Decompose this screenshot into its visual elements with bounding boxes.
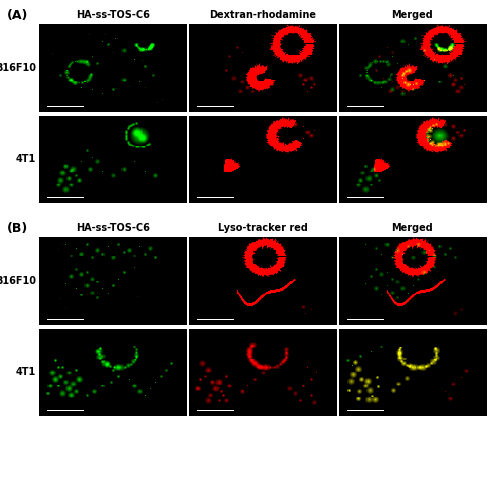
Text: Dextran-rhodamine: Dextran-rhodamine	[209, 10, 316, 20]
Text: B16F10: B16F10	[0, 276, 36, 286]
Text: 4T1: 4T1	[16, 154, 36, 164]
Text: 4T1: 4T1	[16, 368, 36, 378]
Text: B16F10: B16F10	[0, 62, 36, 72]
Text: Merged: Merged	[391, 10, 434, 20]
Text: (B): (B)	[7, 222, 28, 235]
Text: (A): (A)	[7, 9, 28, 22]
Text: HA-ss-TOS-C6: HA-ss-TOS-C6	[76, 10, 150, 20]
Text: Lyso-tracker red: Lyso-tracker red	[218, 222, 308, 232]
Text: HA-ss-TOS-C6: HA-ss-TOS-C6	[76, 222, 150, 232]
Text: Merged: Merged	[391, 222, 434, 232]
